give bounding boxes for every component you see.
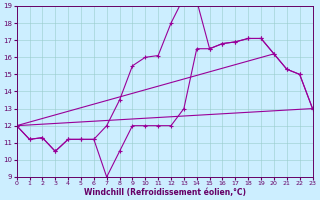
X-axis label: Windchill (Refroidissement éolien,°C): Windchill (Refroidissement éolien,°C): [84, 188, 245, 197]
